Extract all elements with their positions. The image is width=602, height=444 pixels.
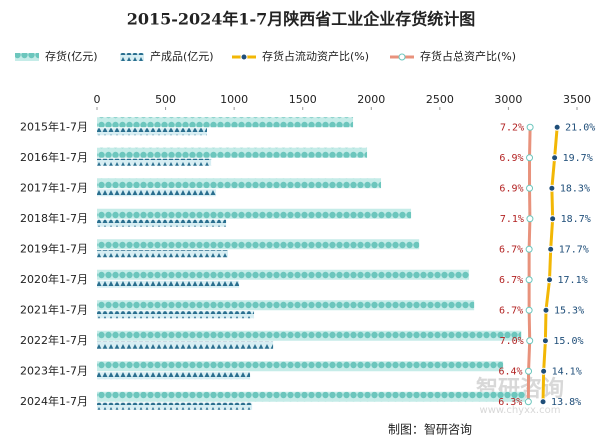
point — [526, 154, 534, 162]
bar — [97, 330, 522, 341]
point — [546, 276, 554, 284]
legend-swatch — [120, 53, 144, 61]
x-tick-label: 3000 — [494, 93, 522, 106]
x-tick-label: 500 — [155, 93, 176, 106]
value-label: 6.3% — [498, 397, 522, 408]
point — [547, 245, 555, 253]
value-label: 7.2% — [500, 122, 524, 133]
y-tick-label: 2020年1-7月 — [20, 272, 88, 286]
bar — [97, 219, 227, 227]
value-label: 6.7% — [499, 244, 523, 255]
point — [526, 337, 534, 345]
y-tick-label: 2019年1-7月 — [20, 241, 88, 255]
x-tick-label: 2500 — [426, 93, 454, 106]
x-tick-label: 3500 — [563, 93, 591, 106]
y-tick-label: 2022年1-7月 — [20, 333, 88, 347]
bar — [97, 300, 475, 311]
y-tick-label: 2021年1-7月 — [20, 302, 88, 316]
value-label: 21.0% — [565, 122, 595, 133]
point — [553, 123, 561, 131]
bar — [97, 250, 228, 258]
value-label: 13.8% — [551, 397, 581, 408]
y-tick-label: 2016年1-7月 — [20, 150, 88, 164]
value-label: 15.3% — [554, 305, 584, 316]
point — [526, 215, 534, 223]
bar — [97, 391, 526, 402]
bar — [97, 372, 251, 380]
watermark-url: www.chyxx.com — [480, 405, 561, 416]
y-tick-label: 2023年1-7月 — [20, 363, 88, 377]
bar — [97, 402, 253, 410]
value-label: 6.7% — [499, 275, 523, 286]
legend-label: 存货(亿元) — [45, 49, 98, 63]
source: 制图：智研咨询 — [388, 422, 472, 437]
point — [542, 306, 550, 314]
bar — [97, 280, 240, 288]
legend-swatch — [15, 53, 39, 61]
point — [525, 245, 533, 253]
bar — [97, 147, 368, 158]
point — [548, 184, 556, 192]
point — [539, 398, 547, 406]
bar — [97, 239, 420, 250]
bar — [97, 341, 274, 349]
bar — [97, 311, 255, 319]
x-tick-label: 2000 — [357, 93, 385, 106]
point — [526, 123, 534, 131]
point — [549, 215, 557, 223]
value-label: 18.7% — [561, 214, 591, 225]
bar — [97, 189, 217, 197]
y-tick-label: 2017年1-7月 — [20, 180, 88, 194]
point — [525, 306, 533, 314]
value-label: 7.1% — [500, 214, 524, 225]
y-tick-label: 2018年1-7月 — [20, 211, 88, 225]
value-label: 17.7% — [559, 244, 589, 255]
value-label: 18.3% — [560, 183, 590, 194]
value-label: 14.1% — [552, 366, 582, 377]
value-label: 6.4% — [498, 366, 522, 377]
line — [541, 127, 559, 402]
value-label: 15.0% — [553, 336, 583, 347]
value-label: 19.7% — [563, 153, 593, 164]
value-label: 6.9% — [499, 153, 523, 164]
x-tick-label: 0 — [94, 93, 101, 106]
point — [525, 276, 533, 284]
x-tick-label: 1000 — [220, 93, 248, 106]
legend-label: 存货占总资产比(%) — [420, 49, 516, 63]
y-tick-label: 2024年1-7月 — [20, 394, 88, 408]
point — [525, 367, 533, 375]
bar — [97, 128, 207, 136]
point — [551, 154, 559, 162]
y-tick-label: 2015年1-7月 — [20, 119, 88, 133]
x-tick-label: 1500 — [289, 93, 317, 106]
point — [524, 398, 532, 406]
bar — [97, 158, 212, 166]
value-label: 6.7% — [499, 305, 523, 316]
value-label: 17.1% — [558, 275, 588, 286]
legend-label: 存货占流动资产比(%) — [262, 49, 369, 63]
legend-swatch — [398, 53, 406, 61]
value-label: 7.0% — [500, 336, 524, 347]
bar — [97, 269, 470, 280]
legend-label: 产成品(亿元) — [150, 49, 214, 63]
bar — [97, 178, 382, 189]
bar — [97, 117, 354, 128]
point — [540, 367, 548, 375]
point — [526, 184, 534, 192]
point — [541, 337, 549, 345]
chart-title: 2015-2024年1-7月陕西省工业企业存货统计图 — [127, 10, 476, 29]
bar — [97, 208, 412, 219]
bar — [97, 361, 504, 372]
line — [526, 127, 532, 402]
legend-swatch — [240, 53, 248, 61]
value-label: 6.9% — [499, 183, 523, 194]
